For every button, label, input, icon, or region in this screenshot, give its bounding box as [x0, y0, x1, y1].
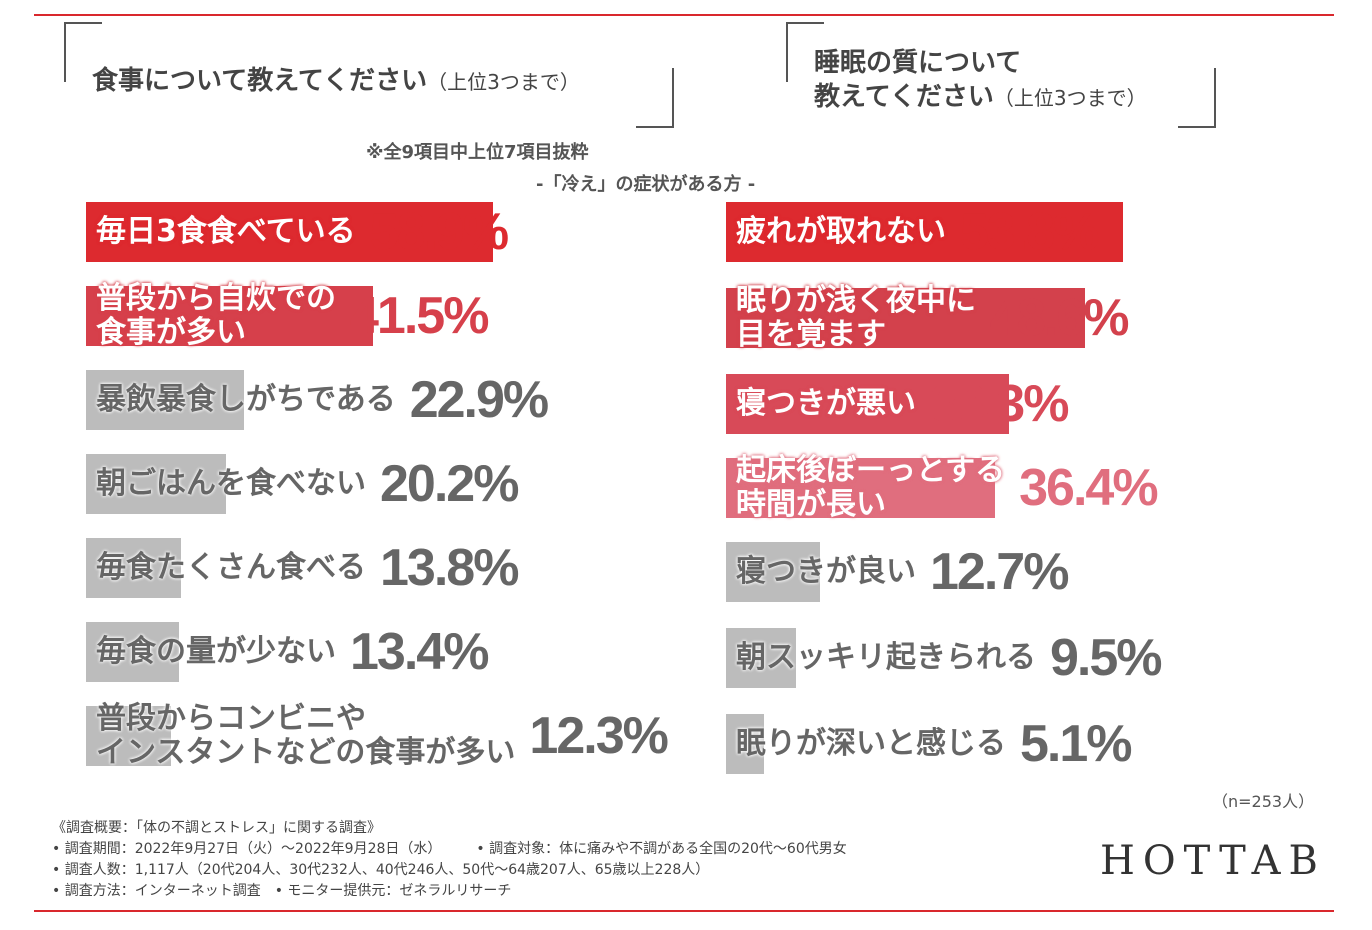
bar-label: 普段からコンビニや インスタントなどの食事が多い — [96, 701, 516, 770]
bar-label: 疲れが取れない — [736, 214, 946, 249]
subset-note: ※全9項目中上位7項目抜粋 — [366, 142, 589, 163]
bar — [726, 288, 1085, 348]
bar-value: 22.9% — [409, 371, 549, 429]
bar — [726, 374, 1009, 434]
bar-value: 53.8% — [960, 203, 1099, 261]
bar-label: 眠りが浅く夜中に 目を覚ます — [736, 283, 976, 352]
bar-value: 12.3% — [529, 707, 668, 765]
sample-size: （n=253人） — [1212, 792, 1315, 811]
bar — [86, 622, 179, 682]
bar-label: 眠りが深いと感じる — [736, 726, 1006, 761]
bar-value: 9.5% — [1050, 629, 1163, 687]
group-label: -「冷え」の症状がある方 - — [536, 174, 756, 195]
survey-footer: 《調査概要：「体の不調とストレス」に関する調査》 • 調査期間：2022年9月2… — [52, 818, 847, 902]
bar-row: 疲れが取れない 53.8% — [726, 200, 1124, 264]
bar — [86, 202, 493, 262]
bar — [726, 714, 764, 774]
footer-line: • 調査方法：インターネット調査 • モニター提供元：ゼネラルリサーチ — [52, 883, 512, 899]
bar — [726, 458, 995, 518]
footer-line: 《調査概要：「体の不調とストレス」に関する調査》 — [52, 820, 381, 836]
bar-label: 毎食の量が少ない — [96, 634, 336, 669]
bar-label: 朝ごはんを食べない — [96, 466, 366, 501]
bar-row: 朝スッキリ起きられる 9.5% — [726, 626, 1163, 690]
bar — [86, 454, 226, 514]
bar-row: 眠りが浅く夜中に 目を覚ます 48.6% — [726, 283, 1129, 352]
bar-value: 36.4% — [1019, 459, 1158, 517]
bar-row: 暴飲暴食しがちである 22.9% — [86, 368, 549, 432]
top-rule — [34, 14, 1334, 16]
bar-row: 毎日3食食べている 58.9% — [86, 200, 509, 264]
bar-row: 普段からコンビニや インスタントなどの食事が多い 12.3% — [86, 701, 669, 770]
bar-row: 寝つきが悪い 38.3% — [726, 372, 1069, 436]
bar-label: 起床後ぼーっとする 時間が長い — [736, 453, 1006, 522]
bar-row: 寝つきが良い 12.7% — [726, 540, 1069, 604]
bar-value: 41.5% — [350, 287, 489, 345]
bar-label: 毎食たくさん食べる — [96, 550, 366, 585]
bar-label: 暴飲暴食しがちである — [96, 382, 396, 417]
bar-value: 48.6% — [990, 289, 1129, 347]
bar-value: 58.9% — [369, 203, 509, 261]
right-title: 睡眠の質について 教えてください — [814, 48, 1022, 112]
bar — [86, 706, 171, 766]
bar-label: 朝スッキリ起きられる — [736, 640, 1036, 675]
bar-row: 起床後ぼーっとする 時間が長い 36.4% — [726, 453, 1159, 522]
bar-label: 寝つきが悪い — [736, 386, 916, 421]
footer-line: • 調査人数：1,117人（20代204人、30代232人、40代246人、50… — [52, 862, 710, 878]
bar — [86, 286, 373, 346]
bar-label: 毎日3食食べている — [96, 214, 356, 249]
left-title-note: （上位3つまで） — [427, 70, 580, 94]
left-title: 食事について教えてください — [92, 66, 428, 96]
bar-value: 13.8% — [380, 539, 519, 597]
bar-value: 5.1% — [1020, 715, 1133, 773]
bar — [726, 628, 797, 688]
bar-label: 普段から自炊での 食事が多い — [96, 281, 336, 350]
bracket — [636, 68, 674, 128]
bar-value: 13.4% — [350, 623, 489, 681]
bar — [86, 370, 245, 430]
left-question: 食事について教えてください（上位3つまで） — [92, 64, 580, 99]
bar — [726, 542, 820, 602]
bar-row: 普段から自炊での 食事が多い 41.5% — [86, 281, 489, 350]
bar-value: 38.3% — [930, 375, 1069, 433]
bar-label: 寝つきが良い — [736, 554, 916, 589]
bracket — [1178, 68, 1216, 128]
bar-value: 20.2% — [380, 455, 519, 513]
bar — [86, 538, 182, 598]
bracket — [786, 22, 824, 82]
bottom-rule — [34, 910, 1334, 912]
bar-row: 毎食たくさん食べる 13.8% — [86, 536, 519, 600]
bar-value: 12.7% — [930, 543, 1069, 601]
bar-row: 毎食の量が少ない 13.4% — [86, 620, 489, 684]
right-question: 睡眠の質について 教えてください（上位3つまで） — [814, 46, 1147, 115]
bracket — [64, 22, 102, 82]
footer-line: • 調査期間：2022年9月27日（火）～2022年9月28日（水） • 調査対… — [52, 841, 847, 857]
bar-row: 朝ごはんを食べない 20.2% — [86, 452, 519, 516]
bar-row: 眠りが深いと感じる 5.1% — [726, 712, 1133, 776]
hottab-logo: HOTTAB — [1100, 838, 1326, 884]
right-title-note: （上位3つまで） — [993, 86, 1147, 110]
bar — [726, 202, 1124, 262]
